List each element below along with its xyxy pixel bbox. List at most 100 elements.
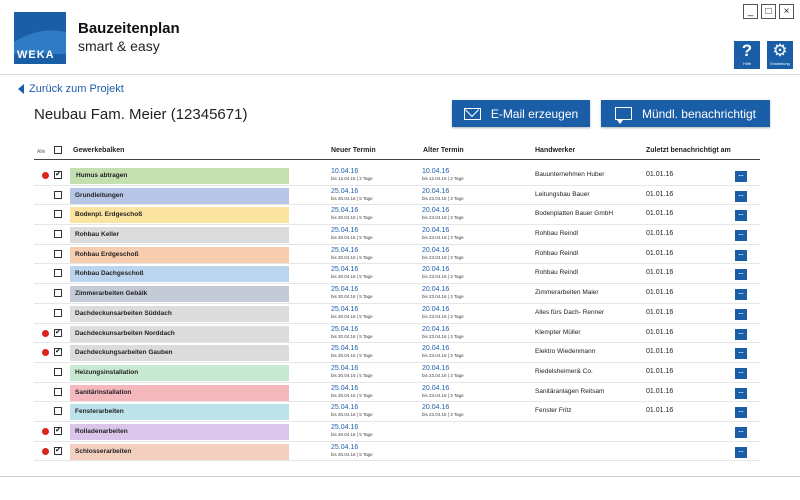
- old-date-cell: 20.04.16 bis 23.04.16 | 3 Tage: [422, 345, 464, 359]
- notified-date: 01.01.16: [646, 308, 674, 316]
- old-date: 20.04.16: [422, 345, 450, 353]
- select-all-checkbox[interactable]: [54, 146, 62, 154]
- new-date-cell[interactable]: 25.04.16 bis 30.04.16 | 5 Tage: [331, 404, 373, 418]
- new-date-range: bis 30.04.16 | 5 Tage: [331, 392, 373, 398]
- row-checkbox[interactable]: ✔: [54, 171, 62, 179]
- trade-bar[interactable]: Dachdeckungsarbeiten Gauben: [70, 345, 289, 362]
- new-date-cell[interactable]: 25.04.16 bis 30.04.16 | 5 Tage: [331, 306, 373, 320]
- row-checkbox[interactable]: [54, 387, 62, 396]
- row-checkbox[interactable]: [54, 269, 62, 278]
- maximize-button[interactable]: □: [761, 4, 776, 19]
- email-button[interactable]: E-Mail erzeugen: [452, 100, 590, 127]
- trade-bar[interactable]: Grundleitungen: [70, 187, 289, 204]
- old-date: 20.04.16: [422, 404, 450, 412]
- table-row: Dachdeckunsarbeiten Süddach 25.04.16 bis 3…: [34, 304, 760, 324]
- new-date-cell[interactable]: 25.04.16 bis 30.04.16 | 5 Tage: [331, 266, 373, 280]
- new-date-cell[interactable]: 25.04.16 bis 30.04.16 | 5 Tage: [331, 207, 373, 221]
- table-row: Sanitärinstallation 25.04.16 bis 30.04.16 …: [34, 383, 760, 403]
- row-more-button[interactable]: ...: [735, 269, 747, 281]
- old-date-cell: 20.04.16 bis 23.04.16 | 3 Tage: [422, 365, 464, 379]
- row-checkbox[interactable]: [54, 210, 62, 219]
- row-more-button[interactable]: ...: [735, 249, 747, 261]
- trade-name: Dachdeckunsarbeiten Süddach: [75, 309, 172, 317]
- row-checkbox[interactable]: [54, 230, 62, 239]
- new-date-cell[interactable]: 25.04.16 bis 30.04.16 | 5 Tage: [331, 444, 373, 458]
- new-date-cell[interactable]: 25.04.16 bis 30.04.16 | 5 Tage: [331, 365, 373, 379]
- row-checkbox[interactable]: [54, 249, 62, 258]
- row-more-button[interactable]: ...: [735, 210, 747, 222]
- row-more-button[interactable]: ...: [735, 367, 747, 379]
- column-old-date[interactable]: Alter Termin: [423, 147, 464, 154]
- new-date-range: bis 30.04.16 | 5 Tage: [331, 372, 373, 378]
- row-checkbox[interactable]: ✔: [54, 426, 62, 435]
- mail-icon: [463, 107, 481, 120]
- row-more-button[interactable]: ...: [735, 387, 747, 399]
- back-link[interactable]: Zurück zum Projekt: [18, 83, 124, 95]
- row-checkbox[interactable]: ✔: [54, 348, 62, 357]
- new-date-cell[interactable]: 10.04.16 bis 12.04.16 | 2 Tage: [331, 168, 373, 182]
- trade-bar[interactable]: Bodenpl. Erdgeschoß: [70, 207, 289, 224]
- row-more-button[interactable]: ...: [735, 328, 747, 340]
- old-date-cell: 20.04.16 bis 23.04.16 | 3 Tage: [422, 326, 464, 340]
- minimize-button[interactable]: _: [743, 4, 758, 19]
- trade-bar[interactable]: Rolladenarbeiten: [70, 423, 289, 440]
- new-date: 25.04.16: [331, 423, 359, 431]
- row-more-button[interactable]: ...: [735, 407, 747, 419]
- row-more-button[interactable]: ...: [735, 348, 747, 360]
- row-more-button[interactable]: ...: [735, 190, 747, 202]
- old-date-range: bis 23.04.16 | 3 Tage: [422, 235, 464, 241]
- column-new-date[interactable]: Neuer Termin: [331, 147, 376, 154]
- back-arrow-icon: [18, 84, 24, 94]
- row-checkbox[interactable]: [54, 407, 62, 416]
- row-checkbox[interactable]: [54, 367, 62, 376]
- new-date-cell[interactable]: 25.04.16 bis 30.04.16 | 5 Tage: [331, 188, 373, 202]
- new-date-cell[interactable]: 25.04.16 bis 30.04.16 | 5 Tage: [331, 227, 373, 241]
- trade-bar[interactable]: Fensterarbeiten: [70, 404, 289, 421]
- new-date: 25.04.16: [331, 207, 359, 215]
- email-button-label: E-Mail erzeugen: [490, 106, 579, 121]
- trade-bar[interactable]: Sanitärinstallation: [70, 384, 289, 401]
- old-date: 10.04.16: [422, 168, 450, 175]
- settings-button[interactable]: ⚙ Einstellung: [767, 41, 793, 69]
- table-row: ✔ Schlosserarbeiten 25.04.16 bis 30.04.16 |…: [34, 442, 760, 462]
- trade-bar[interactable]: Rohbau Erdgeschoß: [70, 246, 289, 263]
- trade-bar[interactable]: Dachdeckunsarbeiten Süddach: [70, 305, 289, 322]
- column-worker[interactable]: Handwerker: [535, 147, 576, 154]
- trade-bar[interactable]: Heizungsinstallation: [70, 364, 289, 381]
- trade-bar[interactable]: Humus abtragen: [70, 168, 289, 184]
- column-notified[interactable]: Zuletzt benachrichtigt am: [646, 147, 731, 154]
- row-more-button[interactable]: ...: [735, 446, 747, 458]
- table-header: Alle Gewerkebalken Neuer Termin Alter Te…: [34, 144, 760, 160]
- new-date-cell[interactable]: 25.04.16 bis 30.04.16 | 5 Tage: [331, 326, 373, 340]
- row-more-button[interactable]: ...: [735, 308, 747, 320]
- row-checkbox[interactable]: [54, 190, 62, 199]
- trade-bar[interactable]: Schlosserarbeiten: [70, 443, 289, 460]
- new-date-cell[interactable]: 25.04.16 bis 30.04.16 | 5 Tage: [331, 385, 373, 399]
- help-button[interactable]: ? Hilfe: [734, 41, 760, 69]
- help-caption: Hilfe: [742, 61, 751, 66]
- new-date-cell[interactable]: 25.04.16 bis 30.04.16 | 5 Tage: [331, 286, 373, 300]
- new-date-cell[interactable]: 25.04.16 bis 30.04.16 | 5 Tage: [331, 345, 373, 359]
- table-row: Rohbau Erdgeschoß 25.04.16 bis 30.04.16 | …: [34, 245, 760, 265]
- row-more-button[interactable]: ...: [735, 230, 747, 242]
- trade-bar[interactable]: Dachdeckunsarbeiten Norddach: [70, 325, 289, 342]
- worker-name: Zimmerarbeiten Maier: [535, 289, 599, 297]
- row-more-button[interactable]: ...: [735, 171, 747, 182]
- column-trade[interactable]: Gewerkebalken: [73, 147, 125, 154]
- trade-bar[interactable]: Zimmerarbeiten Gebälk: [70, 286, 289, 303]
- table-row: Rohbau Keller 25.04.16 bis 30.04.16 | 5 Ta…: [34, 225, 760, 245]
- close-button[interactable]: ×: [779, 4, 794, 19]
- trade-bar[interactable]: Rohbau Keller: [70, 227, 289, 244]
- column-all: Alle: [37, 149, 46, 155]
- row-checkbox[interactable]: ✔: [54, 446, 62, 455]
- row-checkbox[interactable]: ✔: [54, 328, 62, 337]
- notify-button[interactable]: Mündl. benachrichtigt: [601, 100, 770, 127]
- row-checkbox[interactable]: [54, 308, 62, 317]
- row-more-button[interactable]: ...: [735, 289, 747, 301]
- row-more-button[interactable]: ...: [735, 426, 747, 438]
- new-date-cell[interactable]: 25.04.16 bis 30.04.16 | 5 Tage: [331, 247, 373, 261]
- row-checkbox[interactable]: [54, 289, 62, 298]
- trade-bar[interactable]: Rohbau Dachgeschoß: [70, 266, 289, 283]
- new-date-cell[interactable]: 25.04.16 bis 30.04.16 | 5 Tage: [331, 424, 373, 438]
- trade-name: Sanitärinstallation: [75, 388, 132, 396]
